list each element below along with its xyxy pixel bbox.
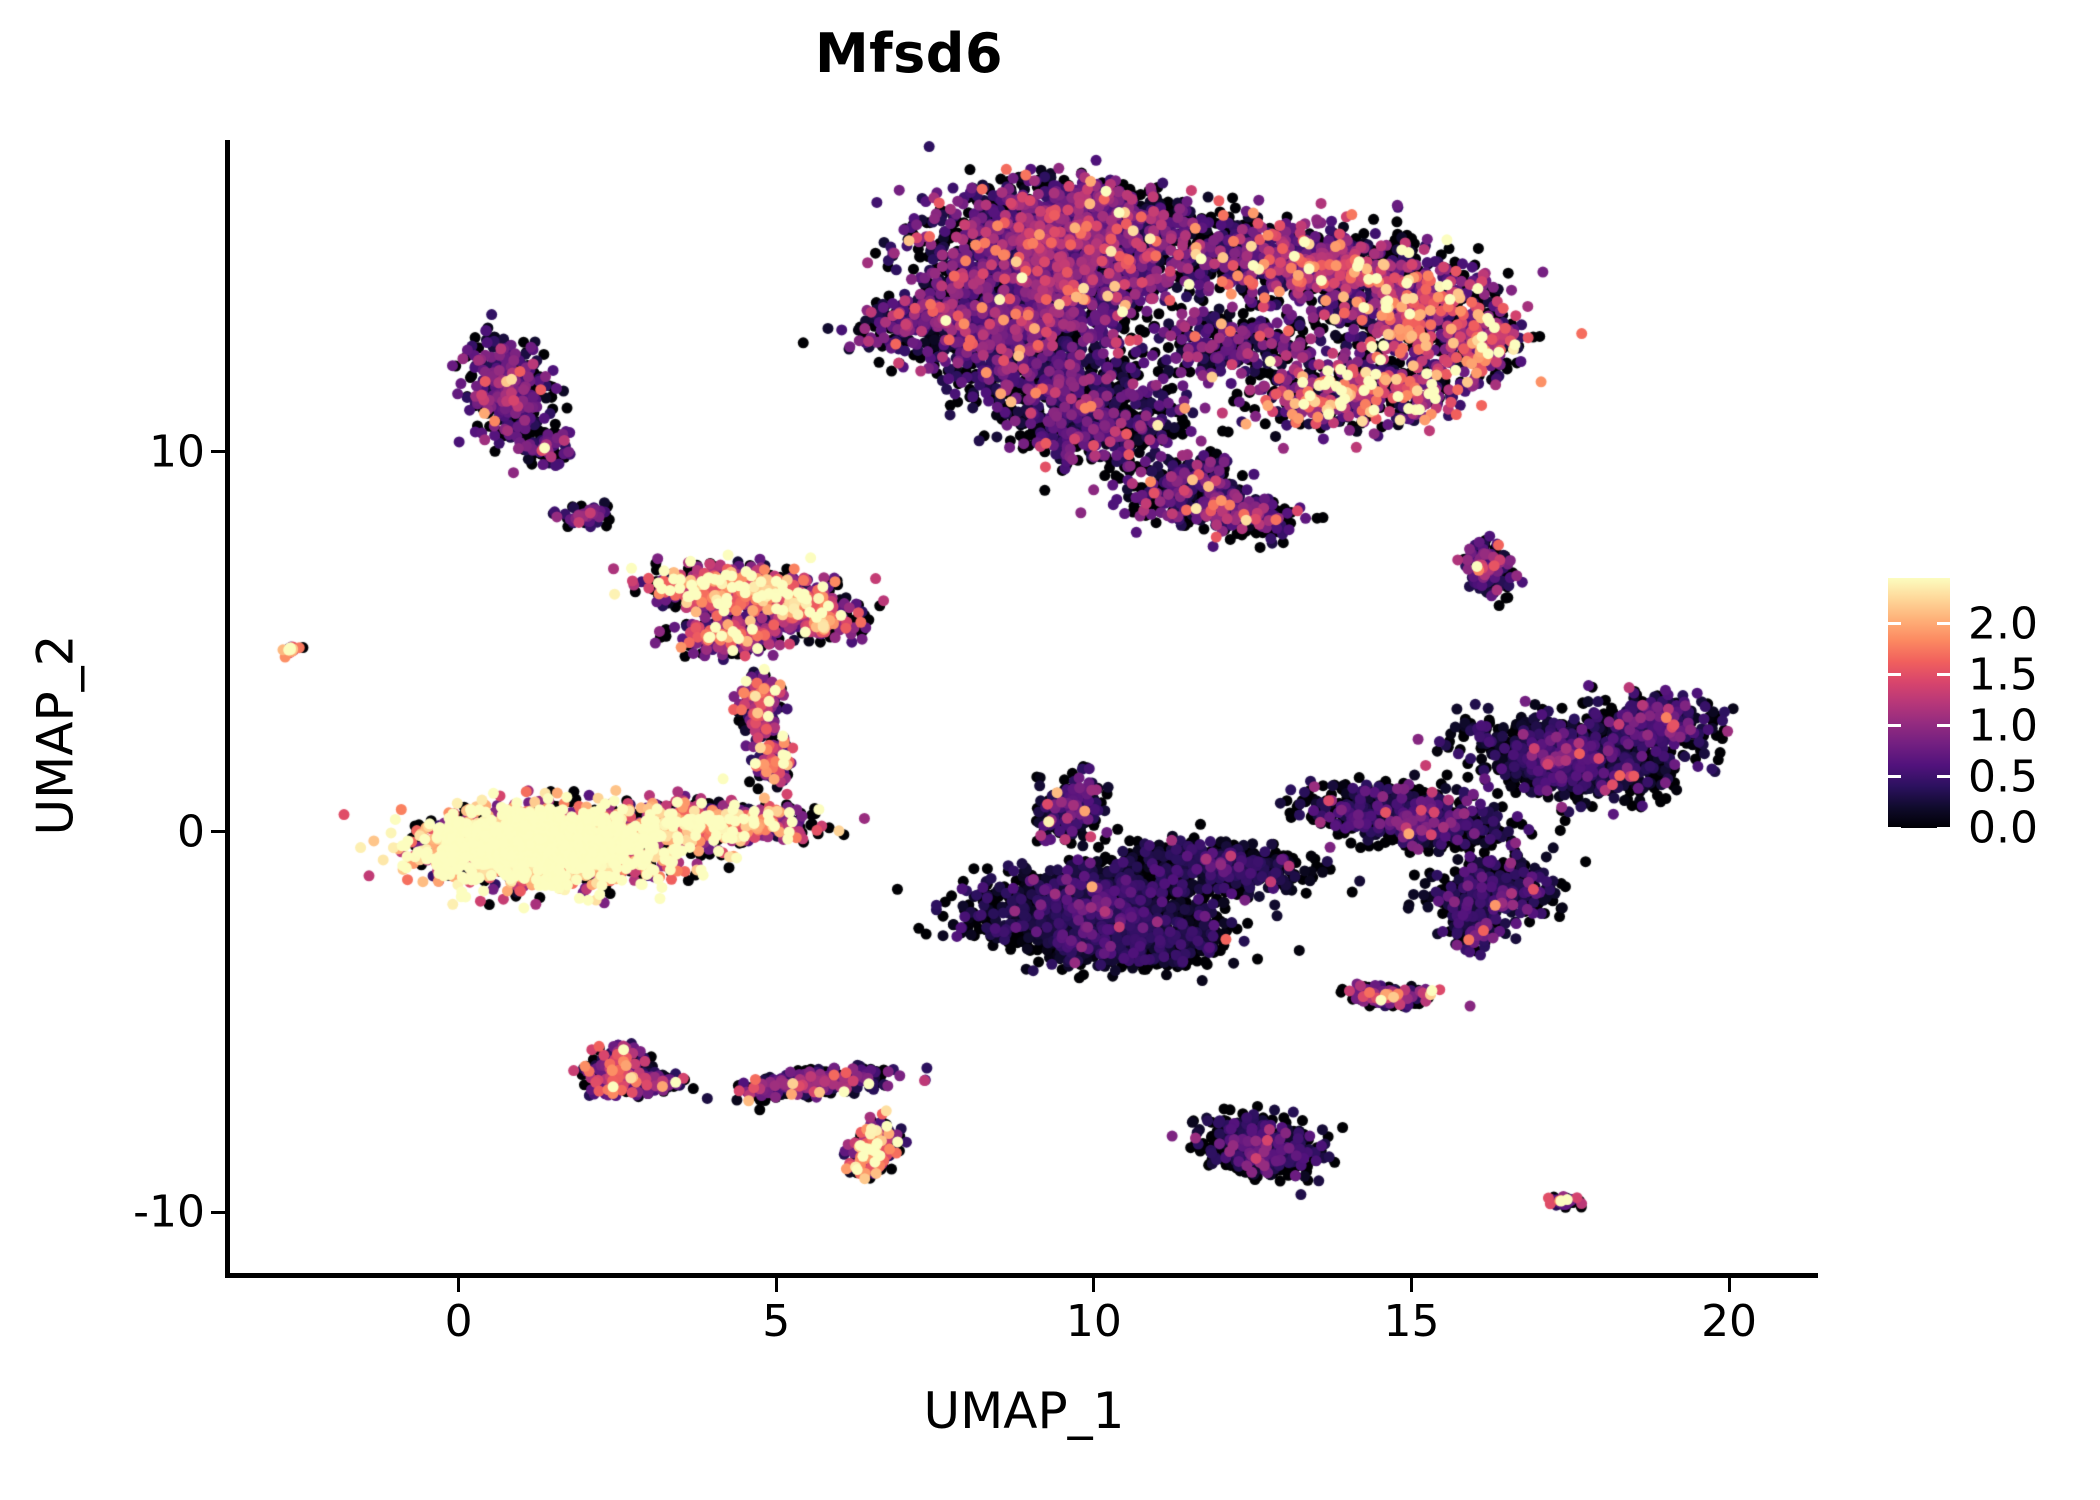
- x-tick-label: 10: [1065, 1296, 1122, 1347]
- x-axis-spine: [225, 1273, 1818, 1278]
- colorbar-tick-mark: [1937, 775, 1950, 779]
- y-tick-label: -10: [133, 1186, 205, 1238]
- colorbar-tick-mark: [1888, 673, 1901, 677]
- colorbar-tick-mark: [1937, 673, 1950, 677]
- colorbar: 0.0 0.5 1.0 1.5 2.0: [1888, 578, 2078, 854]
- y-tick-mark: [211, 830, 225, 834]
- plot-axes: 0 5 10 15 20 -10 0 10: [133, 140, 1818, 1347]
- x-tick-mark: [774, 1278, 778, 1292]
- y-tick-mark: [211, 1210, 225, 1214]
- x-axis-label: UMAP_1: [923, 1382, 1125, 1440]
- colorbar-gradient: [1888, 578, 1950, 828]
- page-title: Mfsd6: [814, 22, 1004, 85]
- x-tick-mark: [1727, 1278, 1731, 1292]
- x-tick-label: 20: [1701, 1296, 1758, 1347]
- x-tick-label: 15: [1383, 1296, 1440, 1347]
- x-tick-mark: [1092, 1278, 1096, 1292]
- colorbar-tick-mark: [1888, 622, 1901, 626]
- colorbar-tick-label: 0.5: [1968, 751, 2038, 803]
- colorbar-tick-mark: [1888, 826, 1901, 830]
- colorbar-tick-mark: [1937, 724, 1950, 728]
- colorbar-tick-label: 1.0: [1968, 700, 2038, 752]
- x-tick-mark: [1409, 1278, 1413, 1292]
- x-tick-mark: [457, 1278, 461, 1292]
- y-tick-mark: [211, 450, 225, 454]
- colorbar-tick-label: 0.0: [1968, 802, 2038, 854]
- colorbar-tick-mark: [1937, 622, 1950, 626]
- colorbar-tick-mark: [1888, 775, 1901, 779]
- y-tick-label: 0: [177, 806, 205, 858]
- x-tick-label: 0: [444, 1296, 473, 1347]
- colorbar-tick-label: 2.0: [1968, 598, 2038, 650]
- y-axis-spine: [225, 140, 230, 1278]
- y-tick-label: 10: [149, 426, 205, 478]
- scatter-plot-canvas: [230, 140, 1818, 1273]
- x-tick-label: 5: [762, 1296, 791, 1347]
- colorbar-tick-mark: [1888, 724, 1901, 728]
- colorbar-tick-label: 1.5: [1968, 649, 2038, 701]
- colorbar-tick-mark: [1937, 826, 1950, 830]
- y-axis-label: UMAP_2: [26, 634, 85, 836]
